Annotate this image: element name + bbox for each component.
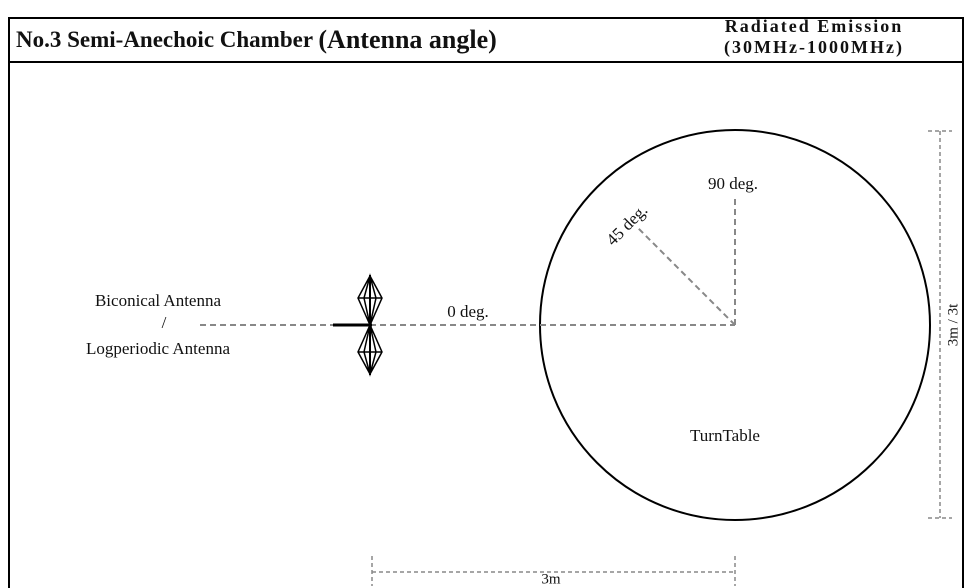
antenna-separator: /: [162, 313, 167, 332]
title-emphasis: (Antenna angle): [318, 25, 496, 54]
angle45-line: [637, 227, 736, 326]
header-title: No.3 Semi-Anechoic Chamber (Antenna angl…: [16, 25, 497, 54]
title-main: No.3 Semi-Anechoic Chamber: [16, 27, 313, 52]
turntable-label: TurnTable: [690, 426, 760, 445]
antenna-icon: [333, 273, 383, 377]
dimension-label: 3m / 3t: [945, 303, 961, 346]
angle-label: 0 deg.: [447, 302, 489, 321]
antenna-label: Biconical Antenna: [95, 291, 222, 310]
subtitle-line: (30MHz-1000MHz): [724, 37, 904, 58]
vertical-dimension: [928, 130, 952, 519]
antenna-label: Logperiodic Antenna: [86, 339, 230, 358]
angle-label: 45 deg.: [602, 200, 651, 249]
frame: [8, 17, 964, 588]
horizontal-dimension: [371, 556, 736, 586]
subtitle-line: Radiated Emission: [725, 16, 904, 36]
angle-label: 90 deg.: [708, 174, 758, 193]
dimension-label: 3m: [541, 571, 561, 587]
